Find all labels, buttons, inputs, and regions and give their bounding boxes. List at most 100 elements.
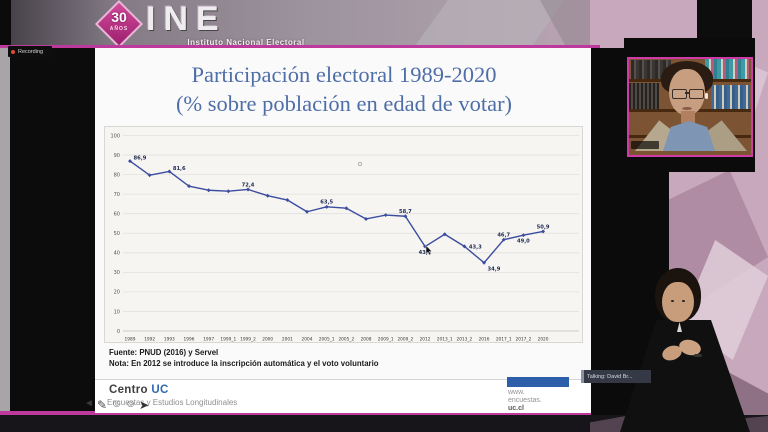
svg-text:2005_2: 2005_2 [338, 337, 354, 343]
svg-text:70: 70 [114, 192, 120, 198]
svg-text:1999_2: 1999_2 [240, 337, 256, 343]
svg-text:2017_2: 2017_2 [515, 337, 531, 343]
pencil-icon[interactable]: ✎ [97, 398, 108, 412]
smiley-stamp-icon[interactable]: ☺ [111, 398, 123, 410]
chart-note: Nota: En 2012 se introduce la inscripció… [109, 359, 379, 368]
slide-title: Participación electoral 1989-2020 (% sob… [95, 60, 593, 118]
svg-text:50,9: 50,9 [537, 224, 550, 230]
svg-text:46,7: 46,7 [497, 233, 510, 239]
brand-text: Centro [109, 384, 152, 396]
presentation-slide: Participación electoral 1989-2020 (% sob… [95, 48, 593, 413]
glasses-icon [689, 89, 704, 99]
svg-text:49,0: 49,0 [517, 239, 530, 245]
centro-uc-logo: Centro UC [109, 384, 169, 396]
speaker-webcam-video[interactable] [627, 57, 753, 157]
talking-label: Talking: David Br... [587, 373, 633, 380]
interpreter-eye [682, 300, 685, 302]
magenta-divider-top [0, 45, 600, 48]
svg-text:2008: 2008 [361, 337, 372, 343]
svg-text:81,6: 81,6 [173, 166, 186, 172]
recording-dot-icon [11, 49, 15, 54]
talking-indicator-tab [581, 370, 584, 383]
interpreter-face [662, 282, 694, 322]
svg-text:30: 30 [114, 270, 120, 276]
bookshelf-books [629, 83, 659, 109]
svg-text:2005_1: 2005_1 [319, 337, 335, 343]
svg-text:20: 20 [114, 290, 120, 296]
interpreter-eye [671, 300, 674, 302]
svg-text:1989: 1989 [125, 337, 136, 343]
ine-logo: INE [146, 0, 227, 38]
brand-accent: UC [151, 384, 169, 396]
svg-text:1996: 1996 [184, 337, 195, 343]
interpreter-watch [694, 354, 702, 357]
recording-label: Recording [18, 48, 44, 55]
website-line: uc.cl [508, 405, 524, 412]
website-blue-bar [507, 377, 569, 387]
svg-text:2009_1: 2009_1 [378, 337, 394, 343]
svg-text:60: 60 [114, 212, 120, 218]
svg-text:1992: 1992 [144, 337, 155, 343]
left-gray-strip [0, 48, 10, 415]
bottom-letterbox [0, 415, 768, 432]
svg-text:2012: 2012 [420, 337, 431, 343]
svg-text:43,3: 43,3 [469, 244, 482, 250]
talking-indicator: Talking: David Br... [581, 370, 651, 383]
svg-text:40: 40 [114, 251, 120, 257]
pointer-arrow-icon[interactable]: ◄ [84, 398, 94, 409]
svg-text:2016: 2016 [479, 337, 490, 343]
svg-text:2013_1: 2013_1 [437, 337, 453, 343]
slide-title-line1: Participación electoral 1989-2020 [191, 62, 497, 87]
svg-text:43,2: 43,2 [419, 250, 432, 256]
slide-title-line2: (% sobre población en edad de votar) [175, 91, 513, 116]
website-url: www. encuestas. uc.cl [508, 389, 542, 413]
svg-text:1993: 1993 [164, 337, 175, 343]
svg-text:2000: 2000 [262, 337, 273, 343]
smiley-stamp-icon[interactable]: ☺ [125, 398, 137, 410]
svg-text:80: 80 [114, 172, 120, 178]
ine-30-label: 30 [111, 9, 127, 25]
svg-text:34,9: 34,9 [488, 266, 501, 272]
left-black-strip [10, 48, 95, 415]
arrow-stamp-icon[interactable]: ➤ [139, 398, 150, 412]
webcam-name-badge [631, 141, 659, 149]
slide-footer: Centro UC Encuestas y Estudios Longitudi… [95, 377, 593, 413]
recording-badge: Recording [8, 46, 52, 57]
website-line: www. [508, 389, 525, 396]
svg-text:1999_1: 1999_1 [220, 337, 236, 343]
svg-text:63,5: 63,5 [320, 200, 333, 206]
website-line: encuestas. [508, 397, 542, 404]
participation-line-chart: 0 10 20 30 40 50 60 70 80 90 100 1989 1992 1993 1996 19… [104, 126, 583, 343]
mouse-cursor [425, 245, 433, 256]
svg-text:2017_1: 2017_1 [496, 337, 512, 343]
ine-logo-subtitle: Instituto Nacional Electoral [187, 38, 305, 47]
chart-source: Fuente: PNUD (2016) y Servel [109, 348, 219, 357]
svg-text:90: 90 [114, 153, 120, 159]
glasses-icon [672, 89, 687, 99]
svg-text:2020: 2020 [538, 337, 549, 343]
speaker-mouth [682, 107, 692, 110]
centro-uc-subtitle: Encuestas y Estudios Longitudinales [107, 398, 238, 407]
glasses-bridge [685, 92, 690, 94]
svg-text:100: 100 [110, 133, 120, 139]
svg-text:1997: 1997 [203, 337, 214, 343]
annotation-toolbar: ◄ ✎ ☺ ☺ ➤ [84, 398, 194, 414]
svg-text:86,9: 86,9 [134, 156, 147, 162]
earbud-icon [705, 93, 708, 99]
svg-text:2001: 2001 [282, 337, 293, 343]
svg-text:58,7: 58,7 [399, 209, 412, 215]
corner-fill [0, 0, 11, 48]
svg-text:50: 50 [114, 231, 120, 237]
svg-text:0: 0 [117, 329, 120, 335]
speaker-neck [681, 111, 695, 123]
svg-text:2009_2: 2009_2 [397, 337, 413, 343]
magenta-divider-bottom [0, 411, 600, 415]
bookshelf-books [711, 85, 749, 109]
ine-anos-label: AÑOS [109, 26, 129, 32]
svg-text:2013_2: 2013_2 [456, 337, 472, 343]
svg-text:10: 10 [114, 309, 120, 315]
svg-text:72,4: 72,4 [242, 182, 255, 188]
interpreter-collar [677, 322, 682, 332]
bookshelf-books [705, 59, 749, 79]
